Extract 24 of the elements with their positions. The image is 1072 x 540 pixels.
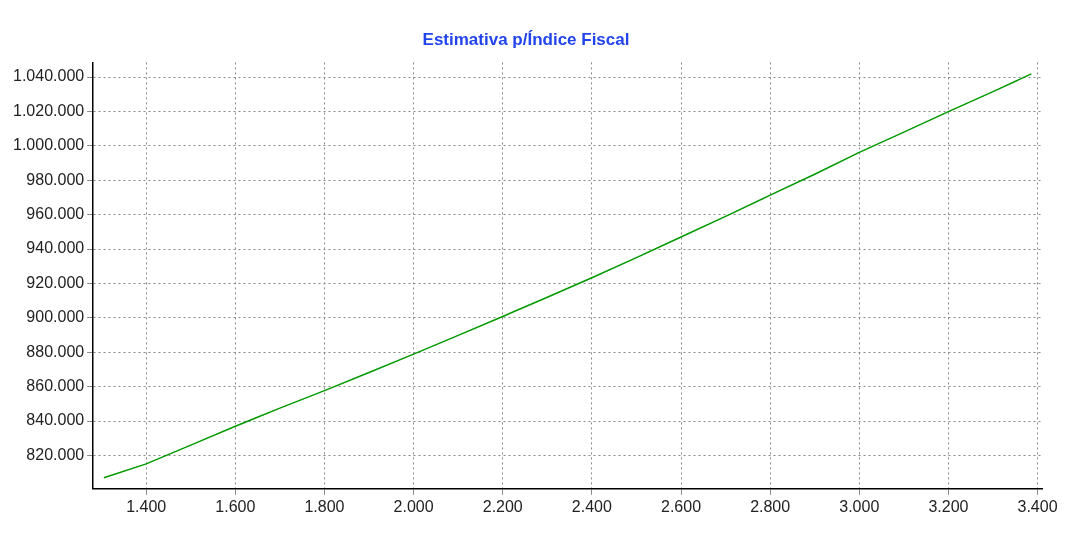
x-tick-label: 2.600 (660, 497, 702, 515)
x-tick-label: 3.000 (839, 497, 880, 515)
y-tick-label: 980.000 (26, 170, 85, 188)
y-tick-label: 1.020.000 (12, 101, 85, 119)
y-tick-label: 1.040.000 (12, 67, 85, 85)
y-tick-label: 880.000 (26, 342, 85, 360)
y-tick-label: 860.000 (26, 377, 85, 395)
x-tick-label: 2.800 (750, 497, 791, 515)
x-tick-label: 1.800 (304, 497, 345, 515)
x-tick-label: 1.600 (215, 497, 256, 515)
x-tick-label: 3.200 (928, 497, 969, 515)
x-tick-label: 1.400 (126, 497, 167, 515)
y-tick-label: 900.000 (26, 308, 85, 326)
x-tick-label: 2.400 (571, 497, 612, 515)
y-tick-label: 820.000 (26, 445, 85, 463)
x-tick-label: 3.400 (1017, 497, 1058, 515)
x-tick-label: 2.200 (482, 497, 523, 515)
y-tick-label: 920.000 (26, 273, 85, 291)
chart-title: Estimativa p/Índice Fiscal (422, 29, 630, 49)
y-tick-label: 840.000 (26, 411, 85, 429)
y-tick-label: 940.000 (26, 239, 85, 257)
x-tick-label: 2.000 (393, 497, 434, 515)
y-tick-label: 1.000.000 (12, 136, 85, 154)
y-tick-label: 960.000 (26, 205, 85, 223)
